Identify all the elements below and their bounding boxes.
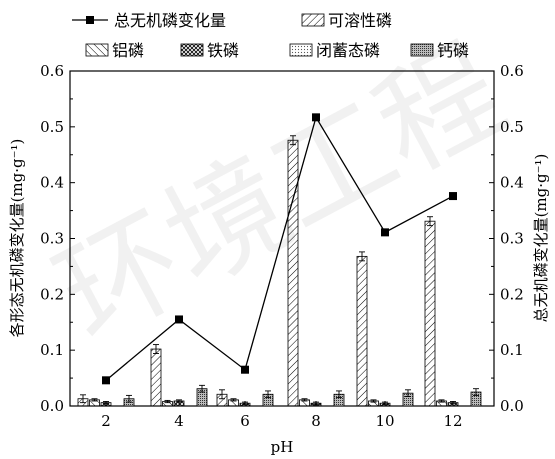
legend-label: 钙磷 bbox=[437, 41, 469, 60]
y-tick-label-right: 0.3 bbox=[500, 230, 524, 248]
x-tick-label: 10 bbox=[375, 412, 394, 430]
x-tick-label: 12 bbox=[443, 412, 462, 430]
x-tick-label: 8 bbox=[311, 412, 321, 430]
x-tick-label: 4 bbox=[174, 412, 184, 430]
y-tick-label-left: 0.6 bbox=[40, 62, 64, 80]
y-tick-label-left: 0.3 bbox=[40, 230, 64, 248]
y-tick-label-left: 0.4 bbox=[40, 174, 64, 192]
y-axis-label-right: 总无机磷变化量(mg·g⁻¹) bbox=[532, 154, 550, 323]
bar-diag bbox=[424, 220, 436, 407]
bars bbox=[77, 135, 482, 407]
total-line-marker bbox=[381, 228, 389, 237]
total-line-marker bbox=[102, 376, 110, 385]
x-tick-label: 6 bbox=[240, 412, 250, 430]
y-tick-label-left: 0.5 bbox=[40, 118, 64, 136]
y-tick-label-left: 0.2 bbox=[40, 285, 64, 303]
total-line bbox=[102, 113, 457, 385]
y-tick-label-right: 0.0 bbox=[500, 397, 524, 415]
legend-label: 铁磷 bbox=[207, 41, 239, 60]
y-tick-label-right: 0.2 bbox=[500, 285, 524, 303]
legend-swatch-backdiag bbox=[85, 43, 109, 57]
total-line-path bbox=[105, 115, 454, 381]
y-tick-label-right: 0.1 bbox=[500, 341, 524, 359]
legend-label: 铝磷 bbox=[112, 41, 144, 60]
y-axis-label-left: 各形态无机磷变化量(mg·g⁻¹) bbox=[8, 139, 26, 338]
legend-line-marker bbox=[86, 16, 94, 24]
legend-label: 闭蓄态磷 bbox=[316, 41, 380, 60]
bar-diag bbox=[356, 255, 368, 407]
legend-swatch-dense bbox=[410, 43, 434, 57]
y-tick-label-right: 0.5 bbox=[500, 118, 524, 136]
y-tick-label-right: 0.6 bbox=[500, 62, 524, 80]
legend-swatch-diag bbox=[301, 13, 325, 27]
total-line-marker bbox=[175, 315, 183, 324]
total-line-marker bbox=[449, 192, 457, 201]
total-line-marker bbox=[312, 113, 320, 122]
legend-label: 可溶性磷 bbox=[328, 11, 392, 30]
y-tick-label-right: 0.4 bbox=[500, 174, 524, 192]
legend-swatch-dots bbox=[289, 43, 313, 57]
x-tick-label: 2 bbox=[101, 412, 111, 430]
y-tick-label-left: 0.1 bbox=[40, 341, 64, 359]
axes: 0.0 0.0 0.1 0.1 0.2 0.2 0.3 0.3 0.4 0.4 0.5 0.5 0.6 0… bbox=[40, 62, 524, 430]
total-line-marker bbox=[241, 365, 249, 374]
legend-label: 总无机磷变化量 bbox=[114, 11, 226, 30]
legend-swatch-cross bbox=[180, 43, 204, 57]
bar-diag bbox=[150, 348, 162, 407]
x-axis-label: pH bbox=[271, 438, 294, 456]
bar-diag bbox=[287, 139, 299, 407]
y-tick-label-left: 0.0 bbox=[40, 397, 64, 415]
